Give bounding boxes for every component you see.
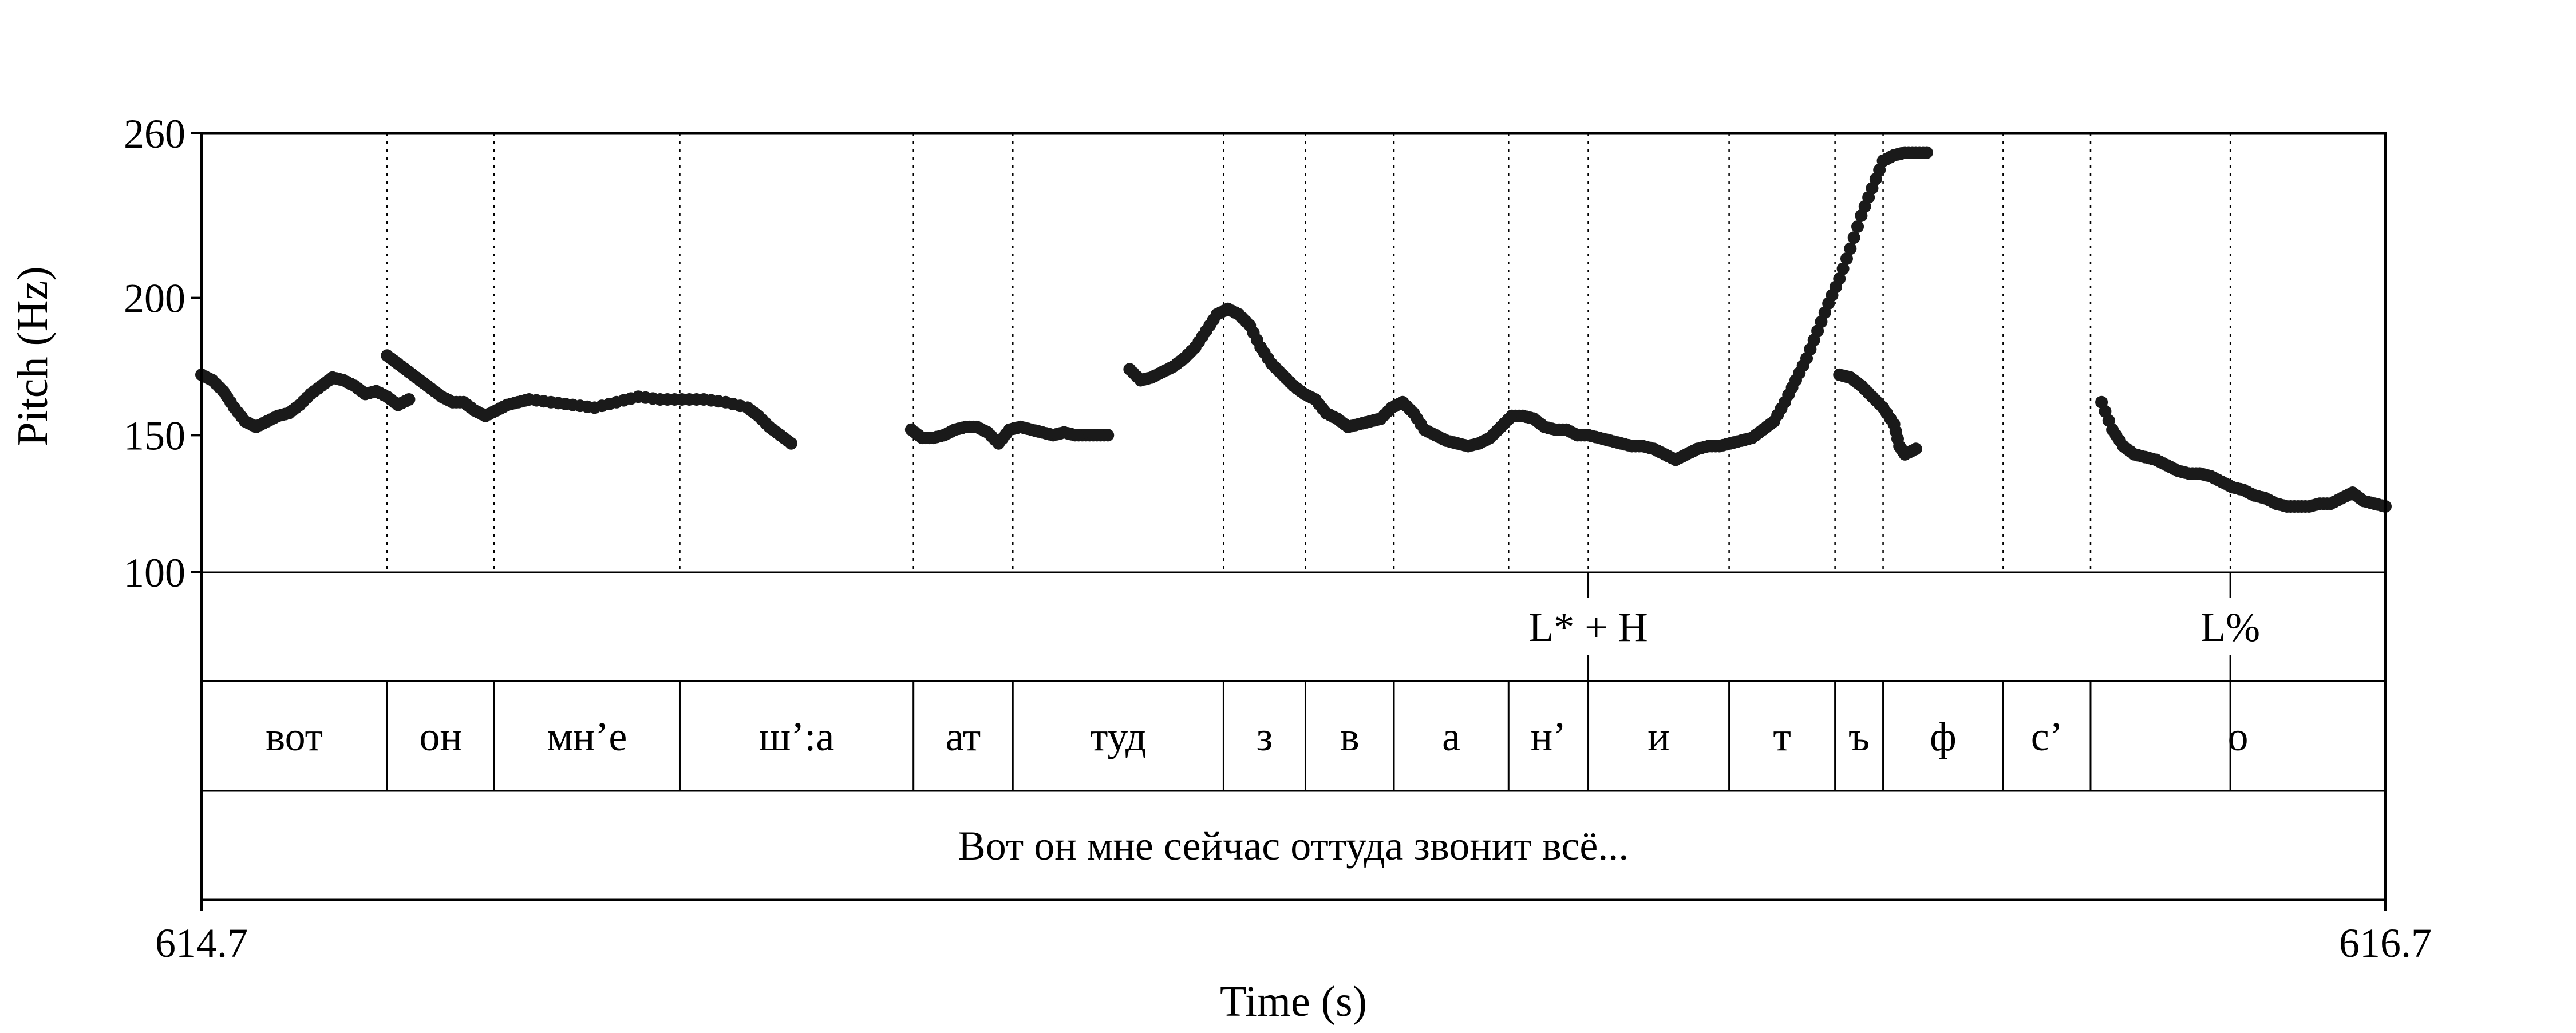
segment-label: о (2227, 714, 2248, 759)
segment-label: с’ (2031, 714, 2063, 759)
pitch-point (1909, 442, 1922, 456)
pitch-point (1833, 272, 1846, 286)
y-axis-title: Pitch (Hz) (9, 266, 57, 446)
tier-labels: вот он мн’е ш’:а ат туд з в а н’ и т ъ ф с’ о L* + H L% (266, 572, 2260, 759)
x-tick-label: 614.7 (155, 920, 248, 966)
sentence-label: Вот он мне сейчас оттуда звонит всё... (958, 823, 1629, 869)
segment-label: и (1647, 714, 1670, 759)
segment-label: мн’е (547, 714, 627, 759)
pitch-points (195, 146, 2392, 513)
segment-label: он (419, 714, 462, 759)
pitch-point (785, 437, 798, 450)
tone-label: L% (2200, 604, 2260, 650)
pitch-point (1836, 262, 1850, 275)
y-tick-label: 100 (124, 550, 185, 596)
tick-marks: 100 150 200 260 614.7 616.7 (124, 111, 2432, 966)
segment-label: в (1340, 714, 1360, 759)
axes: Pitch (Hz) Time (s) Вот он мне сейчас от… (9, 266, 1629, 1026)
boundary-dividers (386, 133, 2231, 791)
segment-label: туд (1090, 714, 1147, 759)
tone-label: L* + H (1528, 604, 1648, 650)
y-tick-label: 260 (124, 111, 185, 157)
plot-frame-rect (200, 132, 2387, 901)
y-tick-label: 200 (124, 276, 185, 322)
x-axis-title: Time (s) (1220, 977, 1367, 1026)
segment-label: ъ (1848, 714, 1870, 759)
pitch-point (1851, 220, 1864, 233)
plot-frame (200, 132, 2387, 901)
segment-label: вот (266, 714, 323, 759)
pitch-point (402, 393, 416, 406)
segment-label: ф (1930, 714, 1957, 759)
segment-label: ат (946, 714, 981, 759)
segment-label: з (1257, 714, 1273, 759)
x-tick-label: 616.7 (2339, 920, 2432, 966)
pitch-point (1844, 242, 1857, 255)
segment-label: т (1773, 714, 1791, 759)
segment-label: н’ (1531, 714, 1567, 759)
y-tick-label: 150 (124, 413, 185, 458)
pitch-point (1840, 252, 1853, 265)
segment-label: а (1442, 714, 1460, 759)
pitch-point (1101, 429, 1115, 442)
pitch-point (1847, 231, 1860, 244)
segment-label: ш’:а (759, 714, 834, 759)
pitch-point (1920, 146, 1933, 159)
